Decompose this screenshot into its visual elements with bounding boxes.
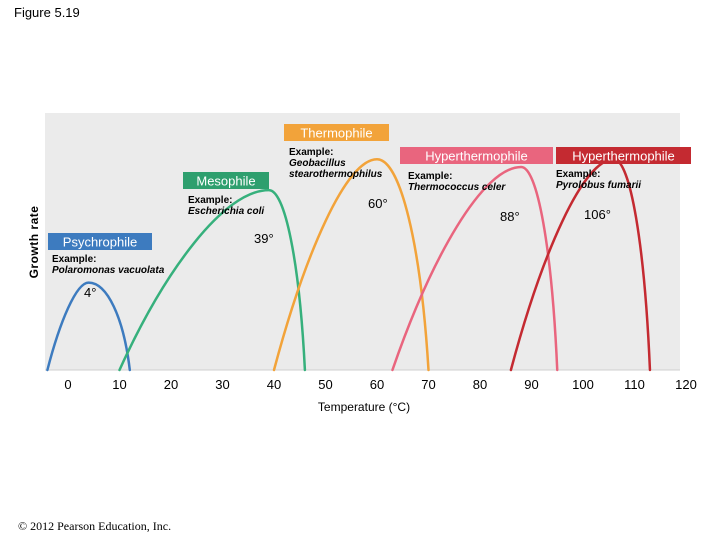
x-tick-label: 70 [421, 377, 435, 392]
x-axis-ticks: 0 10 20 30 40 50 60 70 80 90 100 110 120 [64, 377, 696, 392]
x-tick-label: 40 [267, 377, 281, 392]
growth-curve-0 [46, 281, 132, 372]
x-tick-label: 100 [572, 377, 594, 392]
x-tick-label: 90 [524, 377, 538, 392]
example-heading-1: Example: [188, 195, 232, 206]
series-name-0: Psychrophile [63, 235, 137, 250]
series-name-2: Thermophile [300, 126, 372, 141]
y-axis-label: Growth rate [27, 206, 41, 279]
example-heading-0: Example: [52, 254, 96, 265]
x-tick-label: 60 [370, 377, 384, 392]
optimum-label-2: 60° [368, 196, 388, 211]
figure-title: Figure 5.19 [14, 5, 80, 20]
series-name-1: Mesophile [196, 174, 255, 189]
x-tick-label: 120 [675, 377, 697, 392]
optimum-label-1: 39° [254, 231, 274, 246]
series-name-box-4 [556, 147, 691, 164]
series-name-box-3 [400, 147, 553, 164]
x-tick-label: 80 [473, 377, 487, 392]
copyright-notice: © 2012 Pearson Education, Inc. [18, 519, 172, 533]
series-name-box-1 [183, 172, 269, 189]
growth-curve-3 [391, 165, 559, 372]
growth-curve-1 [118, 188, 307, 372]
example-heading-2: Example: [289, 147, 333, 158]
growth-curve-2 [272, 158, 430, 372]
example-heading-3: Example: [408, 171, 452, 182]
series-name-box-0 [48, 233, 152, 250]
x-tick-label: 10 [112, 377, 126, 392]
optimum-label-0: 4° [84, 285, 96, 300]
series-name-4: Hyperthermophile [572, 149, 675, 164]
x-tick-label: 110 [624, 377, 645, 392]
x-tick-label: 30 [215, 377, 229, 392]
example-organism-1: Escherichia coli [188, 206, 264, 217]
x-tick-label: 0 [64, 377, 71, 392]
optimum-label-3: 88° [500, 209, 520, 224]
example-heading-4: Example: [556, 169, 600, 180]
series-name-3: Hyperthermophile [425, 149, 528, 164]
series-name-box-2 [284, 124, 389, 141]
x-tick-label: 50 [318, 377, 332, 392]
x-axis-label: Temperature (°C) [318, 400, 410, 414]
example-organism-0: Polaromonas vacuolata [52, 265, 165, 276]
example-organism-3: Thermococcus celer [408, 182, 506, 193]
optimum-label-4: 106° [584, 207, 611, 222]
x-tick-label: 20 [164, 377, 178, 392]
example-organism-4: Pyrolobus fumarii [556, 180, 641, 191]
example-organism-2: Geobacillus stearothermophilus [289, 158, 383, 180]
